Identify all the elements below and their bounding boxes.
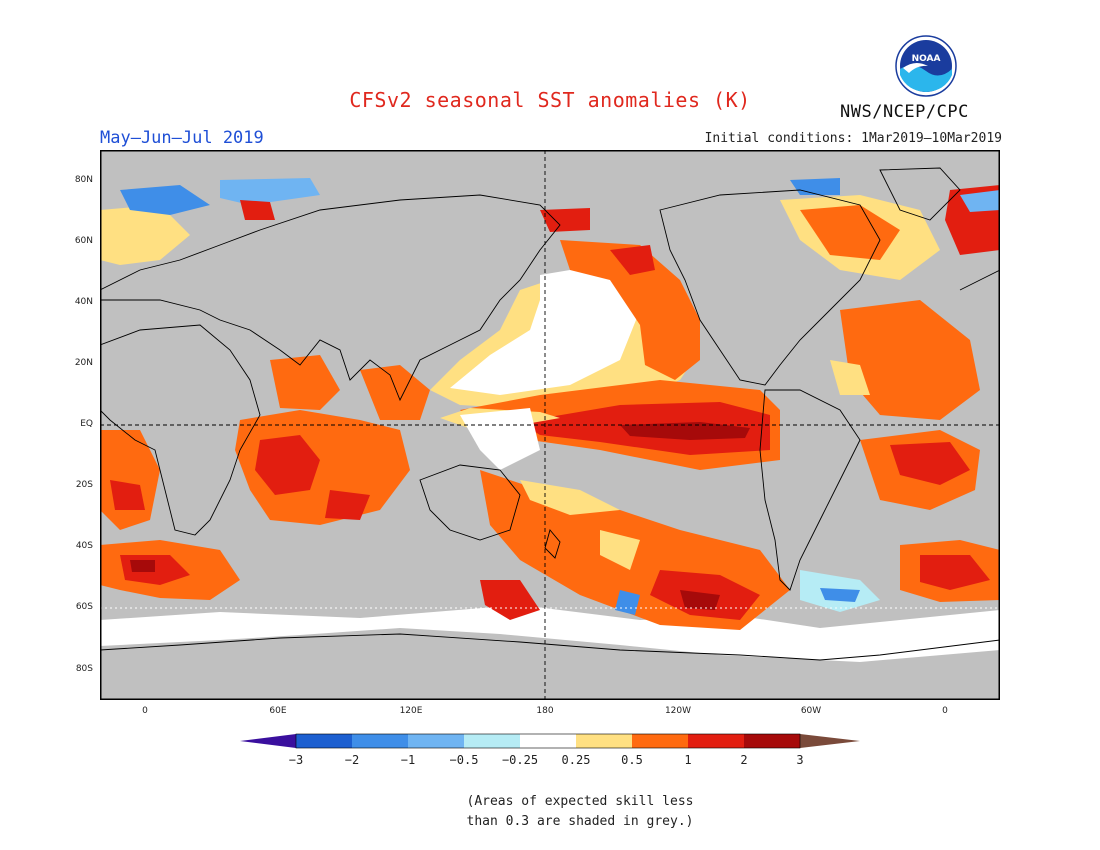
colorbar-label: −3 [288,753,304,767]
atlantic-anomalies [100,300,980,530]
lat-label: 40S [75,541,93,551]
north-pacific-anomalies [430,240,700,410]
agency-label: NWS/NCEP/CPC [840,102,969,122]
colorbar-label: −0.25 [501,753,539,767]
colorbar-swatch [352,734,408,748]
south-america-outline [759,389,861,591]
antarctica-outline [100,633,1000,661]
lon-label: 0 [142,706,148,716]
lon-label: 60E [269,706,287,716]
southern-ocean-white-band [100,605,1000,662]
lat-label: 80S [75,664,93,674]
colorbar-swatch [520,734,576,748]
colorbar-high-triangle [800,734,860,748]
north-america-outline [659,189,881,386]
southern-midlatitude-anomalies [100,540,1000,620]
new-zealand-outline [544,529,561,559]
colorbar-swatch [744,734,800,748]
lon-label: 60W [800,706,822,716]
colorbar-swatch [408,734,464,748]
lat-label: 60S [75,602,93,612]
skill-note: (Areas of expected skill less than 0.3 a… [420,792,740,832]
greenland-outline [879,167,961,221]
colorbar-swatch [464,734,520,748]
high-latitude-north-anomalies [100,178,1000,280]
colorbar-label: −1 [400,753,416,767]
skill-note-line: (Areas of expected skill less [466,794,694,809]
colorbar-low-triangle [240,734,296,748]
forecast-period: May–Jun–Jul 2019 [100,128,264,148]
colorbar-label: −2 [344,753,360,767]
australia-outline [419,464,521,541]
initial-conditions: Initial conditions: 1Mar2019–10Mar2019 [704,131,1002,146]
colorbar-label: 3 [796,753,804,767]
colorbar-label: 2 [740,753,748,767]
colorbar-swatch [688,734,744,748]
colorbar-swatch [296,734,352,748]
lat-label: EQ [80,419,93,429]
lon-label: 120E [399,706,423,716]
skill-note-line: than 0.3 are shaded in grey.) [466,814,694,829]
africa-outline [100,324,261,536]
eurasia-outline [100,194,561,402]
lat-label: 20S [75,480,93,490]
colorbar-label: 1 [684,753,692,767]
lat-label: 60N [74,236,93,246]
colorbar-swatch [632,734,688,748]
europe-edge-outline [959,269,1000,291]
colorbar-label: 0.5 [621,753,643,767]
colorbar-label: −0.5 [449,753,479,767]
sst-anomaly-map [100,150,1000,700]
lon-label: 120W [664,706,692,716]
colorbar-swatch [576,734,632,748]
logo-text: NOAA [912,54,941,64]
south-pacific-anomalies [480,470,790,630]
map-title: CFSv2 seasonal SST anomalies (K) [349,88,751,112]
lat-label: 40N [74,297,93,307]
noaa-logo: NOAA [895,35,957,97]
coastlines [100,167,1000,661]
lon-label: 180 [536,706,554,716]
lat-label: 20N [74,358,93,368]
lon-label: 0 [942,706,948,716]
indian-ocean-anomalies [235,355,430,525]
colorbar [240,733,860,749]
colorbar-label: 0.25 [561,753,591,767]
lat-label: 80N [74,175,93,185]
map-frame [100,150,1000,700]
